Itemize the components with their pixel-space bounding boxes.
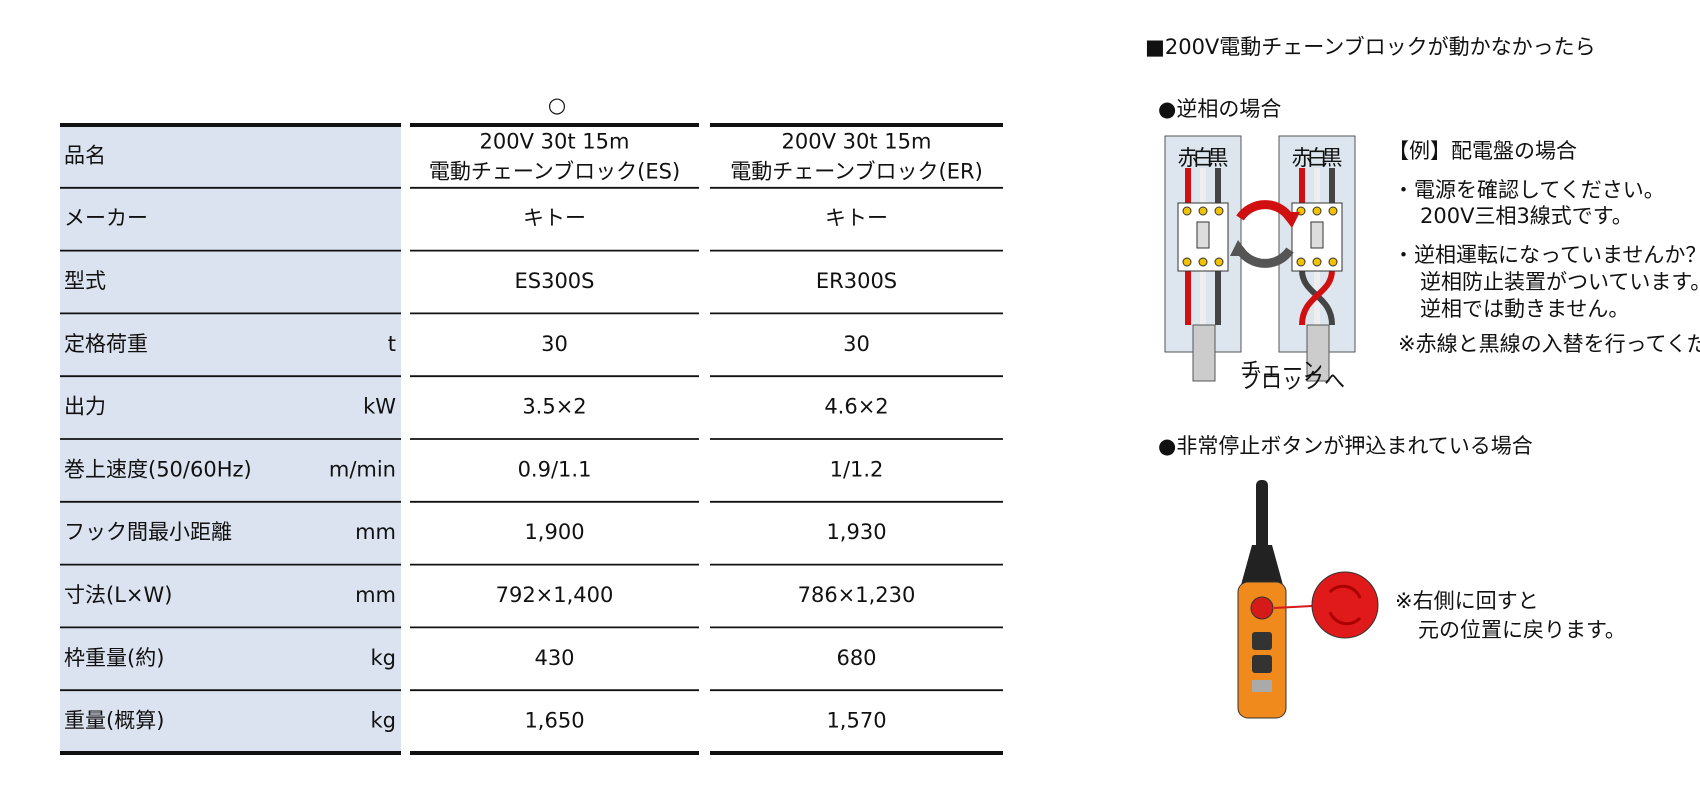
row-unit: kW bbox=[363, 395, 396, 419]
row-unit: kg bbox=[371, 709, 397, 733]
wire-label: 赤 bbox=[1178, 146, 1199, 170]
row-unit: t bbox=[388, 332, 396, 356]
row-label: 出力 bbox=[64, 395, 106, 419]
row-label: 品名 bbox=[64, 143, 106, 167]
row-unit: m/min bbox=[329, 457, 396, 481]
cell-value: 786×1,230 bbox=[798, 583, 916, 607]
cell-value: 1/1.2 bbox=[830, 457, 884, 481]
row-unit: kg bbox=[371, 646, 397, 670]
row-label: 枠重量(約) bbox=[64, 646, 164, 670]
cell-value: 30 bbox=[541, 332, 568, 356]
product-name: 電動チェーンブロック(ER) bbox=[730, 159, 983, 183]
cable-label: チェーン bbox=[1240, 358, 1323, 382]
wire-label: 黒 bbox=[1322, 146, 1343, 170]
cell-value: キトー bbox=[825, 206, 888, 230]
cell-value: 1,930 bbox=[826, 520, 886, 544]
row-label: メーカー bbox=[64, 206, 148, 230]
note-line: ・逆相運転になっていませんか？ bbox=[1393, 243, 1700, 267]
cell-value: 1,650 bbox=[524, 709, 584, 733]
section-heading: ●逆相の場合 bbox=[1158, 97, 1281, 121]
cell-value: 3.5×2 bbox=[522, 395, 586, 419]
wiring-diagram bbox=[1164, 135, 1356, 382]
row-unit: mm bbox=[355, 583, 396, 607]
cell-value: ER300S bbox=[816, 269, 897, 293]
cable-label: ブロックへ bbox=[1240, 369, 1345, 393]
cell-value: 430 bbox=[534, 646, 574, 670]
pendant-switch bbox=[1237, 480, 1379, 719]
note-line: ※赤線と黒線の入替を行ってください。 bbox=[1398, 332, 1700, 356]
cell-value: 4.6×2 bbox=[824, 395, 888, 419]
panel-title: ■200V電動チェーンブロックが動かなかったら bbox=[1145, 35, 1596, 59]
row-label: 重量(概算) bbox=[64, 709, 164, 733]
product-name: 電動チェーンブロック(ES) bbox=[429, 159, 680, 183]
cell-value: 1,900 bbox=[524, 520, 584, 544]
product-name: 200V 30t 15m bbox=[782, 129, 932, 153]
example-label: 【例】配電盤の場合 bbox=[1388, 139, 1577, 163]
wire-label: 黒 bbox=[1208, 146, 1229, 170]
row-unit: mm bbox=[355, 520, 396, 544]
note-line: ※右側に回すと bbox=[1395, 589, 1539, 613]
note-line: ・電源を確認してください。 bbox=[1393, 178, 1665, 202]
product-name: 200V 30t 15m bbox=[480, 129, 630, 153]
wire-label: 白 bbox=[1307, 146, 1328, 170]
row-label: 寸法(L×W) bbox=[64, 583, 172, 607]
section-heading: ●非常停止ボタンが押込まれている場合 bbox=[1158, 434, 1533, 458]
wire-label: 白 bbox=[1193, 146, 1214, 170]
wire-label: 赤 bbox=[1292, 146, 1313, 170]
cell-value: 792×1,400 bbox=[496, 583, 614, 607]
cell-value: 0.9/1.1 bbox=[518, 457, 592, 481]
cell-value: ES300S bbox=[514, 269, 594, 293]
row-label: 定格荷重 bbox=[64, 332, 148, 356]
note-line: 逆相防止装置がついています。 bbox=[1420, 270, 1700, 294]
row-label: 巻上速度(50/60Hz) bbox=[64, 457, 252, 481]
row-label: 型式 bbox=[64, 269, 106, 293]
cell-value: 1,570 bbox=[826, 709, 886, 733]
recommend-mark: ○ bbox=[548, 93, 566, 117]
note-line: 元の位置に戻ります。 bbox=[1418, 618, 1626, 642]
cell-value: 680 bbox=[836, 646, 876, 670]
note-line: 逆相では動きません。 bbox=[1420, 297, 1629, 321]
cell-value: 30 bbox=[843, 332, 870, 356]
note-line: 200V三相3線式です。 bbox=[1420, 204, 1633, 228]
cell-value: キトー bbox=[523, 206, 586, 230]
row-label: フック間最小距離 bbox=[64, 520, 232, 544]
